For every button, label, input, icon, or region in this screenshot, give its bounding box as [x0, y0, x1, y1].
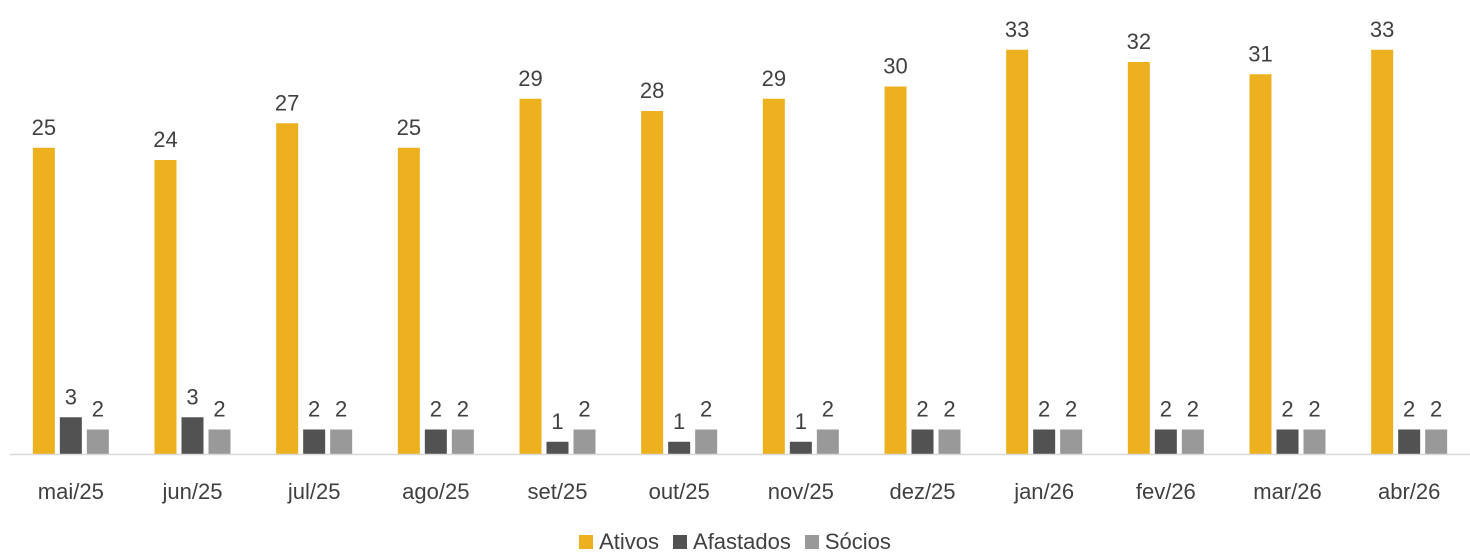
bar-ativos-6: [762, 98, 785, 454]
x-tick-label-2: jul/25: [287, 479, 341, 504]
bar-sócios-11: [1425, 429, 1448, 454]
data-label-afastados-5: 1: [673, 409, 685, 434]
bar-afastados-8: [1033, 429, 1056, 454]
data-label-ativos-1: 24: [153, 127, 177, 152]
legend-label-ativos: Ativos: [599, 529, 660, 554]
x-tick-label-9: fev/26: [1136, 479, 1196, 504]
x-tick-label-7: dez/25: [889, 479, 955, 504]
data-label-ativos-10: 31: [1248, 41, 1272, 66]
x-tick-label-5: out/25: [649, 479, 710, 504]
data-label-afastados-3: 2: [430, 397, 442, 422]
bar-sócios-2: [330, 429, 353, 454]
data-label-sócios-1: 2: [213, 397, 225, 422]
bar-afastados-6: [789, 441, 812, 454]
legend-item-ativos: Ativos: [579, 529, 659, 555]
bar-afastados-2: [303, 429, 326, 454]
bar-afastados-0: [59, 417, 82, 454]
x-tick-label-8: jan/26: [1013, 479, 1074, 504]
chart-legend: Ativos Afastados Sócios: [0, 528, 1470, 556]
bar-sócios-3: [451, 429, 474, 454]
bar-afastados-7: [911, 429, 934, 454]
data-label-ativos-0: 25: [32, 115, 56, 140]
data-label-sócios-9: 2: [1187, 397, 1199, 422]
bar-sócios-4: [573, 429, 596, 454]
data-label-ativos-4: 29: [518, 66, 542, 91]
data-label-sócios-5: 2: [700, 397, 712, 422]
bar-ativos-1: [154, 160, 177, 454]
data-label-afastados-7: 2: [916, 397, 928, 422]
bar-sócios-10: [1303, 429, 1326, 454]
bar-sócios-6: [816, 429, 839, 454]
x-tick-label-6: nov/25: [768, 479, 834, 504]
data-label-ativos-11: 33: [1370, 17, 1394, 42]
data-label-sócios-4: 2: [578, 397, 590, 422]
data-label-sócios-6: 2: [822, 397, 834, 422]
data-label-afastados-4: 1: [551, 409, 563, 434]
bar-ativos-2: [276, 123, 299, 454]
bar-sócios-0: [86, 429, 109, 454]
bar-ativos-4: [519, 98, 542, 454]
data-label-sócios-2: 2: [335, 397, 347, 422]
data-label-afastados-2: 2: [308, 397, 320, 422]
x-tick-label-11: abr/26: [1378, 479, 1440, 504]
x-tick-label-0: mai/25: [38, 479, 104, 504]
data-label-afastados-0: 3: [65, 384, 77, 409]
data-label-sócios-7: 2: [943, 397, 955, 422]
bar-afastados-9: [1154, 429, 1177, 454]
bar-ativos-8: [1006, 49, 1029, 454]
bar-afastados-11: [1398, 429, 1421, 454]
x-tick-label-1: jun/25: [162, 479, 223, 504]
legend-swatch-sócios: [804, 535, 819, 549]
data-label-ativos-3: 25: [397, 115, 421, 140]
data-label-afastados-1: 3: [186, 384, 198, 409]
x-tick-label-10: mar/26: [1253, 479, 1321, 504]
x-tick-label-4: set/25: [528, 479, 588, 504]
bar-ativos-5: [641, 111, 664, 454]
legend-item-afastados: Afastados: [673, 529, 791, 555]
bar-sócios-5: [695, 429, 718, 454]
bar-afastados-1: [181, 417, 204, 454]
bar-afastados-10: [1276, 429, 1299, 454]
bar-afastados-5: [668, 441, 691, 454]
data-label-ativos-8: 33: [1005, 17, 1029, 42]
bar-afastados-3: [424, 429, 447, 454]
bar-ativos-11: [1371, 49, 1394, 454]
data-label-sócios-8: 2: [1065, 397, 1077, 422]
legend-label-afastados: Afastados: [693, 529, 791, 554]
data-label-ativos-6: 29: [762, 66, 786, 91]
data-label-afastados-11: 2: [1403, 397, 1415, 422]
bar-ativos-0: [32, 147, 55, 454]
data-label-sócios-11: 2: [1430, 397, 1442, 422]
bar-sócios-1: [208, 429, 231, 454]
data-label-sócios-0: 2: [92, 397, 104, 422]
bar-sócios-9: [1181, 429, 1204, 454]
data-label-ativos-9: 32: [1127, 29, 1151, 54]
legend-label-sócios: Sócios: [824, 529, 891, 554]
bar-sócios-8: [1060, 429, 1083, 454]
legend-item-sócios: Sócios: [804, 529, 891, 555]
bar-ativos-9: [1127, 62, 1150, 454]
bar-afastados-4: [546, 441, 569, 454]
data-label-ativos-5: 28: [640, 78, 664, 103]
data-label-sócios-3: 2: [457, 397, 469, 422]
data-label-afastados-6: 1: [795, 409, 807, 434]
data-label-afastados-9: 2: [1160, 397, 1172, 422]
legend-swatch-afastados: [673, 535, 688, 549]
legend-swatch-ativos: [579, 535, 594, 549]
bar-sócios-7: [938, 429, 961, 454]
data-label-ativos-7: 30: [883, 54, 907, 79]
data-label-afastados-10: 2: [1281, 397, 1293, 422]
bar-ativos-10: [1249, 74, 1272, 454]
data-label-ativos-2: 27: [275, 90, 299, 115]
x-tick-label-3: ago/25: [402, 479, 469, 504]
bar-ativos-7: [884, 86, 907, 454]
data-label-sócios-10: 2: [1308, 397, 1320, 422]
bar-ativos-3: [397, 147, 420, 454]
data-label-afastados-8: 2: [1038, 397, 1050, 422]
